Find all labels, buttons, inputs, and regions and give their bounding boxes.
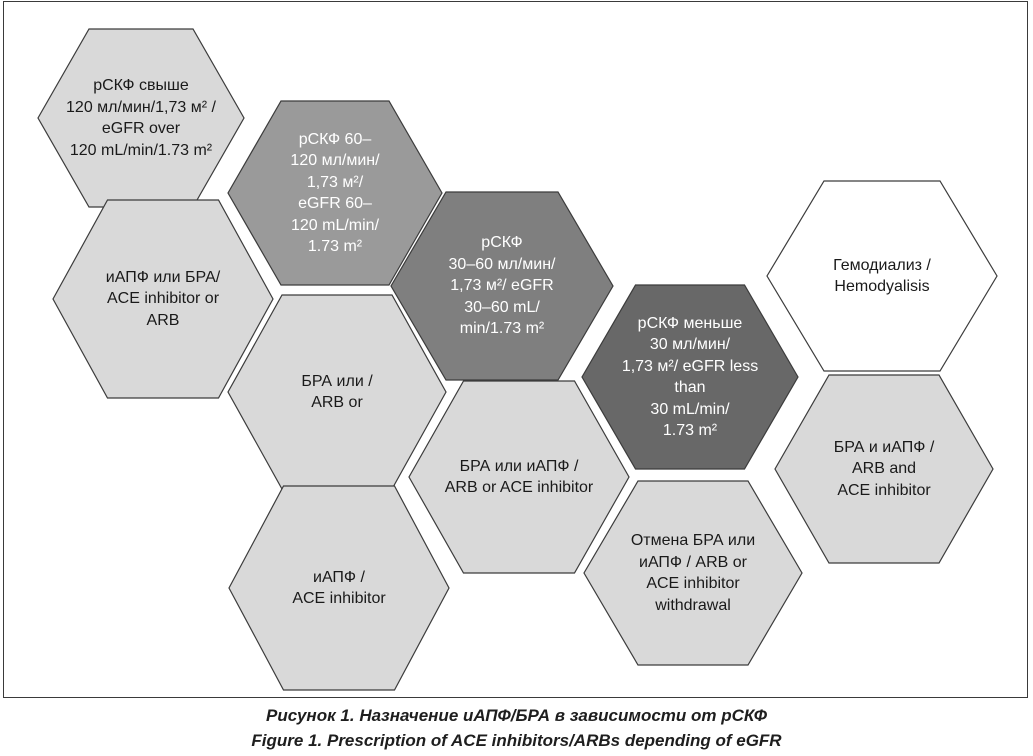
hexagon-polygon (766, 180, 998, 372)
hexagon-hemodialysis: Гемодиализ / Hemodyalisis (766, 180, 998, 372)
hexagon-polygon (227, 100, 443, 286)
figure-caption-ru: Рисунок 1. Назначение иАПФ/БРА в зависим… (266, 706, 767, 725)
hexagon-shape (227, 100, 443, 286)
hexagon-shape (52, 199, 274, 399)
hexagon-egfr-30-60: рСКФ 30–60 мл/мин/ 1,73 м²/ eGFR 30–60 m… (390, 191, 614, 381)
hexagon-label-egfr-over-120: рСКФ свыше 120 мл/мин/1,73 м² / eGFR ove… (66, 77, 216, 159)
hexagon-shape (408, 380, 630, 574)
hexagon-label-ace-or-arb: иАПФ или БРА/ ACE inhibitor or ARB (105, 268, 221, 329)
hexagon-label-arb-or: БРА или / ARB or (301, 372, 373, 412)
hexagon-label-withdrawal: Отмена БРА или иАПФ / ARB or ACE inhibit… (630, 532, 756, 614)
hexagon-polygon (228, 485, 450, 691)
hexagon-ace-or-arb: иАПФ или БРА/ ACE inhibitor or ARB (52, 199, 274, 399)
hexagon-label-hemodialysis: Гемодиализ / Hemodyalisis (833, 256, 931, 296)
hexagon-polygon (583, 480, 803, 666)
hexagon-egfr-60-120: рСКФ 60– 120 мл/мин/ 1,73 м²/ eGFR 60– 1… (227, 100, 443, 286)
hexagon-egfr-less-30: рСКФ меньше 30 мл/мин/ 1,73 м²/ eGFR les… (581, 284, 799, 470)
hexagon-label-egfr-30-60: рСКФ 30–60 мл/мин/ 1,73 м²/ eGFR 30–60 m… (448, 234, 556, 338)
hexagon-label-egfr-less-30: рСКФ меньше 30 мл/мин/ 1,73 м²/ eGFR les… (621, 314, 759, 440)
hexagon-shape (766, 180, 998, 372)
hexagon-ace-only: иАПФ / ACE inhibitor (228, 485, 450, 691)
hexagon-polygon (52, 199, 274, 399)
hexagon-shape (583, 480, 803, 666)
hexagon-shape (228, 485, 450, 691)
hexagon-egfr-over-120: рСКФ свыше 120 мл/мин/1,73 м² / eGFR ove… (37, 28, 245, 208)
hexagon-label-arb-and-ace: БРА и иАПФ / ARB and ACE inhibitor (833, 438, 935, 499)
hexagon-arb-and-ace: БРА и иАПФ / ARB and ACE inhibitor (774, 374, 994, 564)
hexagon-polygon (774, 374, 994, 564)
hexagon-polygon (408, 380, 630, 574)
figure-caption-en: Figure 1. Prescription of ACE inhibitors… (251, 731, 782, 750)
hexagon-polygon (581, 284, 799, 470)
hexagon-shape (774, 374, 994, 564)
hexagon-withdrawal: Отмена БРА или иАПФ / ARB or ACE inhibit… (583, 480, 803, 666)
hexagon-arb-or-ace: БРА или иАПФ / ARB or ACE inhibitor (408, 380, 630, 574)
figure-frame: рСКФ свыше 120 мл/мин/1,73 м² / eGFR ove… (3, 1, 1028, 698)
hexagon-label-ace-only: иАПФ / ACE inhibitor (292, 568, 386, 608)
hexagon-polygon (390, 191, 614, 381)
hexagon-shape (581, 284, 799, 470)
hexagon-shape (390, 191, 614, 381)
hexagon-label-arb-or-ace: БРА или иАПФ / ARB or ACE inhibitor (444, 457, 594, 497)
hexagon-label-egfr-60-120: рСКФ 60– 120 мл/мин/ 1,73 м²/ eGFR 60– 1… (290, 130, 380, 256)
